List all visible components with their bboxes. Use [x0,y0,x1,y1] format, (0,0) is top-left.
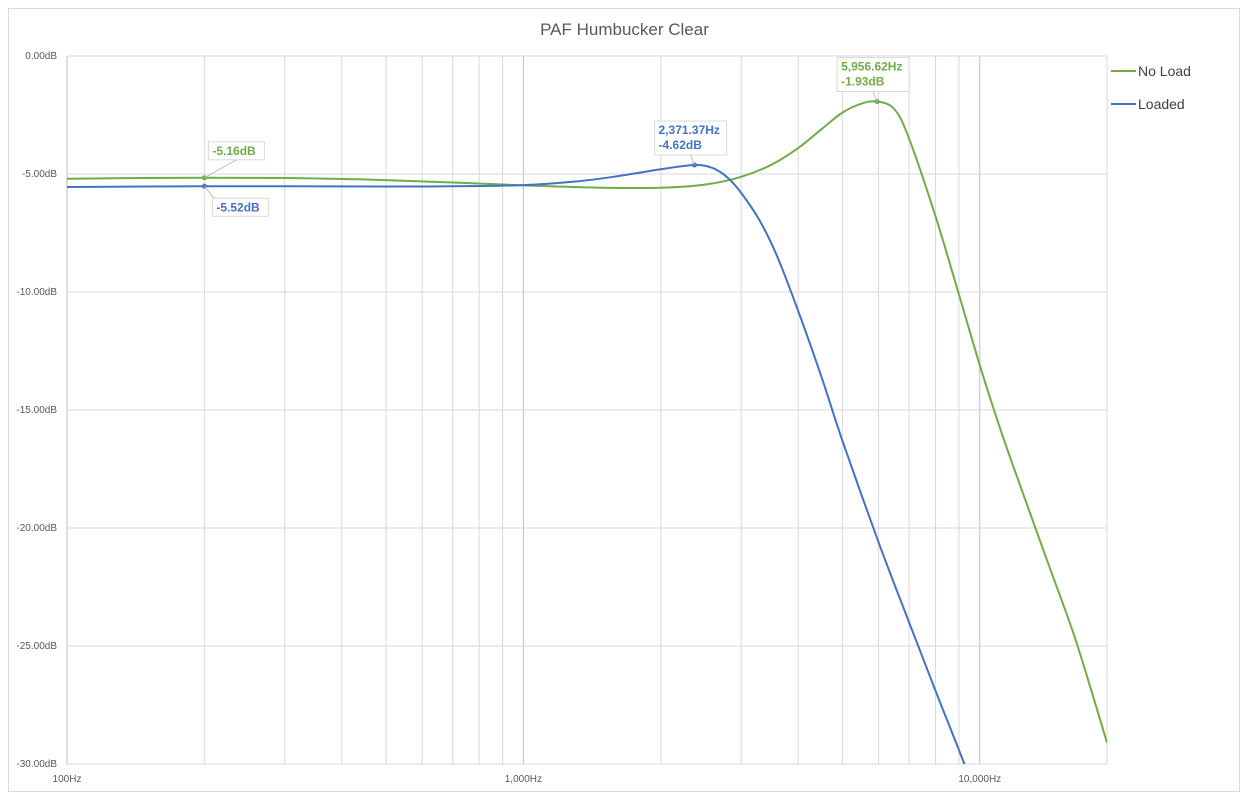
annotation-box [836,57,910,93]
annotation-label: -1.93dB [841,75,885,89]
annotation-label: -5.52dB [216,200,260,214]
annotation-label: -4.62dB [659,138,703,152]
grid-lines [66,55,1108,765]
chart-frame [8,8,1240,792]
y-tick-label: 0.00dB [25,51,57,62]
annotation-leader [204,185,215,199]
series-layer [67,100,1107,764]
annotation-leader [872,91,878,102]
y-tick-label: -15.00dB [16,405,57,416]
annotation-label: -5.16dB [212,144,256,158]
annotation-leader [204,159,237,179]
legend-label: No Load [1138,63,1191,79]
annotations-layer: -5.16dB -5.52dB 2,371.37Hz-4.62dB 5,956.62H… [201,57,910,217]
y-tick-label: -10.00dB [16,287,57,298]
annotation-box [211,197,269,217]
axes: 0.00dB -5.00dB -10.00dB -15.00dB -20.00dB -25… [16,51,1001,785]
legend: No Load Loaded [1111,63,1191,112]
x-tick-label: 100Hz [53,774,82,785]
y-tick-label: -25.00dB [16,641,57,652]
annotation-box [207,141,265,161]
y-tick-label: -5.00dB [22,169,57,180]
legend-label: Loaded [1138,96,1185,112]
annotation-box [654,120,728,156]
annotation-leader [690,154,695,166]
x-tick-label: 1,000Hz [505,774,542,785]
series-line-loaded [67,164,966,764]
y-tick-label: -30.00dB [16,759,57,770]
chart-title: PAF Humbucker Clear [540,20,709,39]
annotation-label: 2,371.37Hz [659,123,720,137]
y-tick-label: -20.00dB [16,523,57,534]
annotation-label: 5,956.62Hz [841,60,902,74]
series-line-no-load [67,100,1107,744]
x-tick-label: 10,000Hz [958,774,1001,785]
